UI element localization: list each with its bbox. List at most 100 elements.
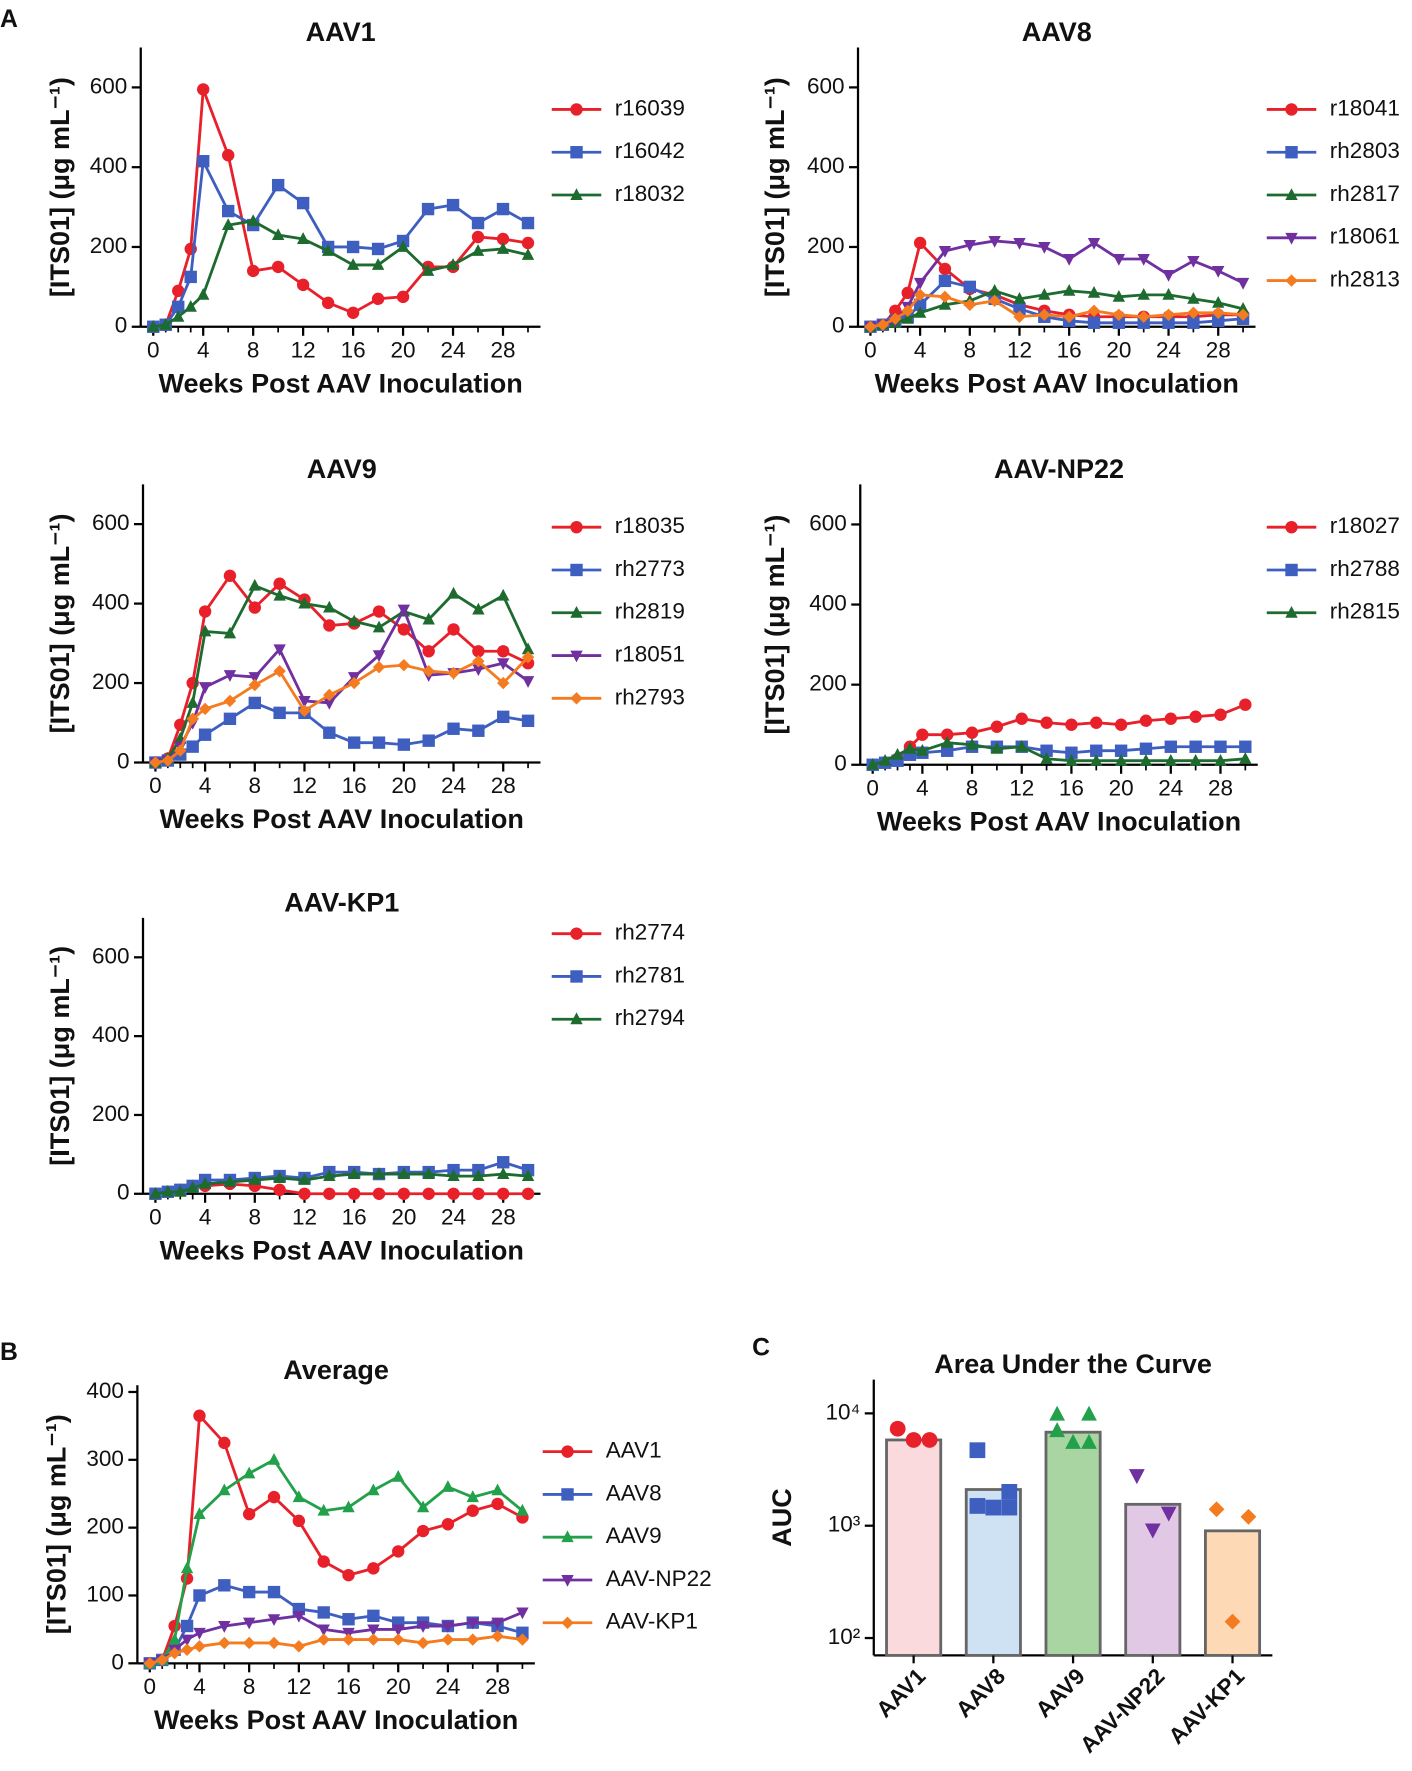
legend-label: r18041 [1330,95,1400,120]
x-tick-label: 28 [491,773,516,798]
data-point [347,614,361,627]
data-point [496,232,510,246]
data-point [1114,718,1128,731]
legend-marker [561,1445,574,1458]
data-point [396,240,410,252]
legend-label: AAV8 [606,1480,662,1505]
data-point [1236,301,1250,314]
data-point [246,214,260,226]
data-point [938,262,952,276]
data-point [901,304,914,317]
data-point [471,230,485,244]
data-point [491,1483,504,1496]
x-tick-label: 24 [435,1674,460,1699]
y-axis-label: [ITS01] (μg mL⁻¹) [45,514,75,734]
data-point [271,228,285,240]
x-tick-label: 20 [1106,337,1131,362]
data-point [298,1187,311,1200]
x-tick-label: 4 [193,1674,206,1699]
x-tick-label: 28 [1208,775,1233,800]
data-point [1112,316,1126,329]
data-point [246,264,260,278]
data-point [273,644,286,657]
data-point [941,735,954,748]
data-point [321,296,335,310]
data-point [161,1184,175,1197]
data-point [864,320,877,333]
data-point [223,569,237,582]
data-point [292,1640,306,1653]
legend-marker [570,927,583,940]
data-point [472,1187,485,1200]
data-point [248,672,261,684]
data-point [372,650,386,663]
data-point [296,232,310,244]
data-point [371,242,385,256]
data-point [323,1187,336,1200]
data-point [521,1187,535,1200]
data-point [1038,308,1051,321]
x-tick-label: AAV9 [1031,1664,1090,1723]
y-tick-label: 400 [92,1022,130,1047]
data-point [1187,292,1200,304]
data-point [1139,742,1153,755]
data-point [193,1507,206,1520]
data-point [1065,718,1078,731]
data-point [156,1653,169,1667]
data-point [298,596,311,609]
legend-label: rh2819 [615,599,685,624]
y-tick-label: 300 [86,1446,124,1471]
y-tick-label: 200 [92,1101,130,1126]
data-point [963,298,976,312]
data-point [172,300,185,314]
data-point [180,1561,194,1574]
data-point [184,299,197,312]
data-point [876,318,890,331]
data-point [397,623,411,636]
data-point [397,1187,411,1200]
data-point [471,244,485,256]
data-point [1214,753,1227,766]
data-point [397,658,411,672]
data-point [1236,277,1250,290]
legend-marker [570,605,583,618]
x-tick-label: 16 [336,1674,361,1699]
data-point [174,1184,187,1197]
data-point [941,728,954,741]
data-point [372,620,386,633]
data-point [223,694,237,708]
data-point [472,645,485,658]
data-point [1090,753,1103,766]
data-point [497,588,510,601]
data-point [273,577,286,590]
y-tick-label: 400 [90,153,128,178]
data-point [1189,753,1202,766]
y-tick-label: 200 [90,233,128,258]
x-tick-label: AAV8 [951,1664,1010,1723]
data-point [1139,714,1153,727]
data-point [180,1634,194,1647]
data-point [422,612,435,625]
data-point [521,1169,535,1181]
data-point [491,1497,504,1511]
data-point [1160,1506,1177,1522]
series-line [149,1457,524,1665]
data-point [963,280,976,294]
x-tick-label: AAV-NP22 [1075,1664,1169,1758]
data-point [913,277,927,290]
data-point [891,747,904,760]
legend-label: r16042 [615,138,685,163]
data-point [1139,753,1153,766]
x-tick-label: 12 [292,773,317,798]
data-point [1049,1405,1066,1421]
x-tick-label: 24 [441,337,466,362]
bar [1044,1430,1102,1657]
x-axis-label: Weeks Post AAV Inoculation [877,806,1241,836]
data-point [198,702,212,716]
data-point [342,1633,355,1646]
bar [964,1488,1022,1657]
data-point [1144,1523,1161,1539]
data-point [521,642,535,655]
data-point [397,604,411,617]
